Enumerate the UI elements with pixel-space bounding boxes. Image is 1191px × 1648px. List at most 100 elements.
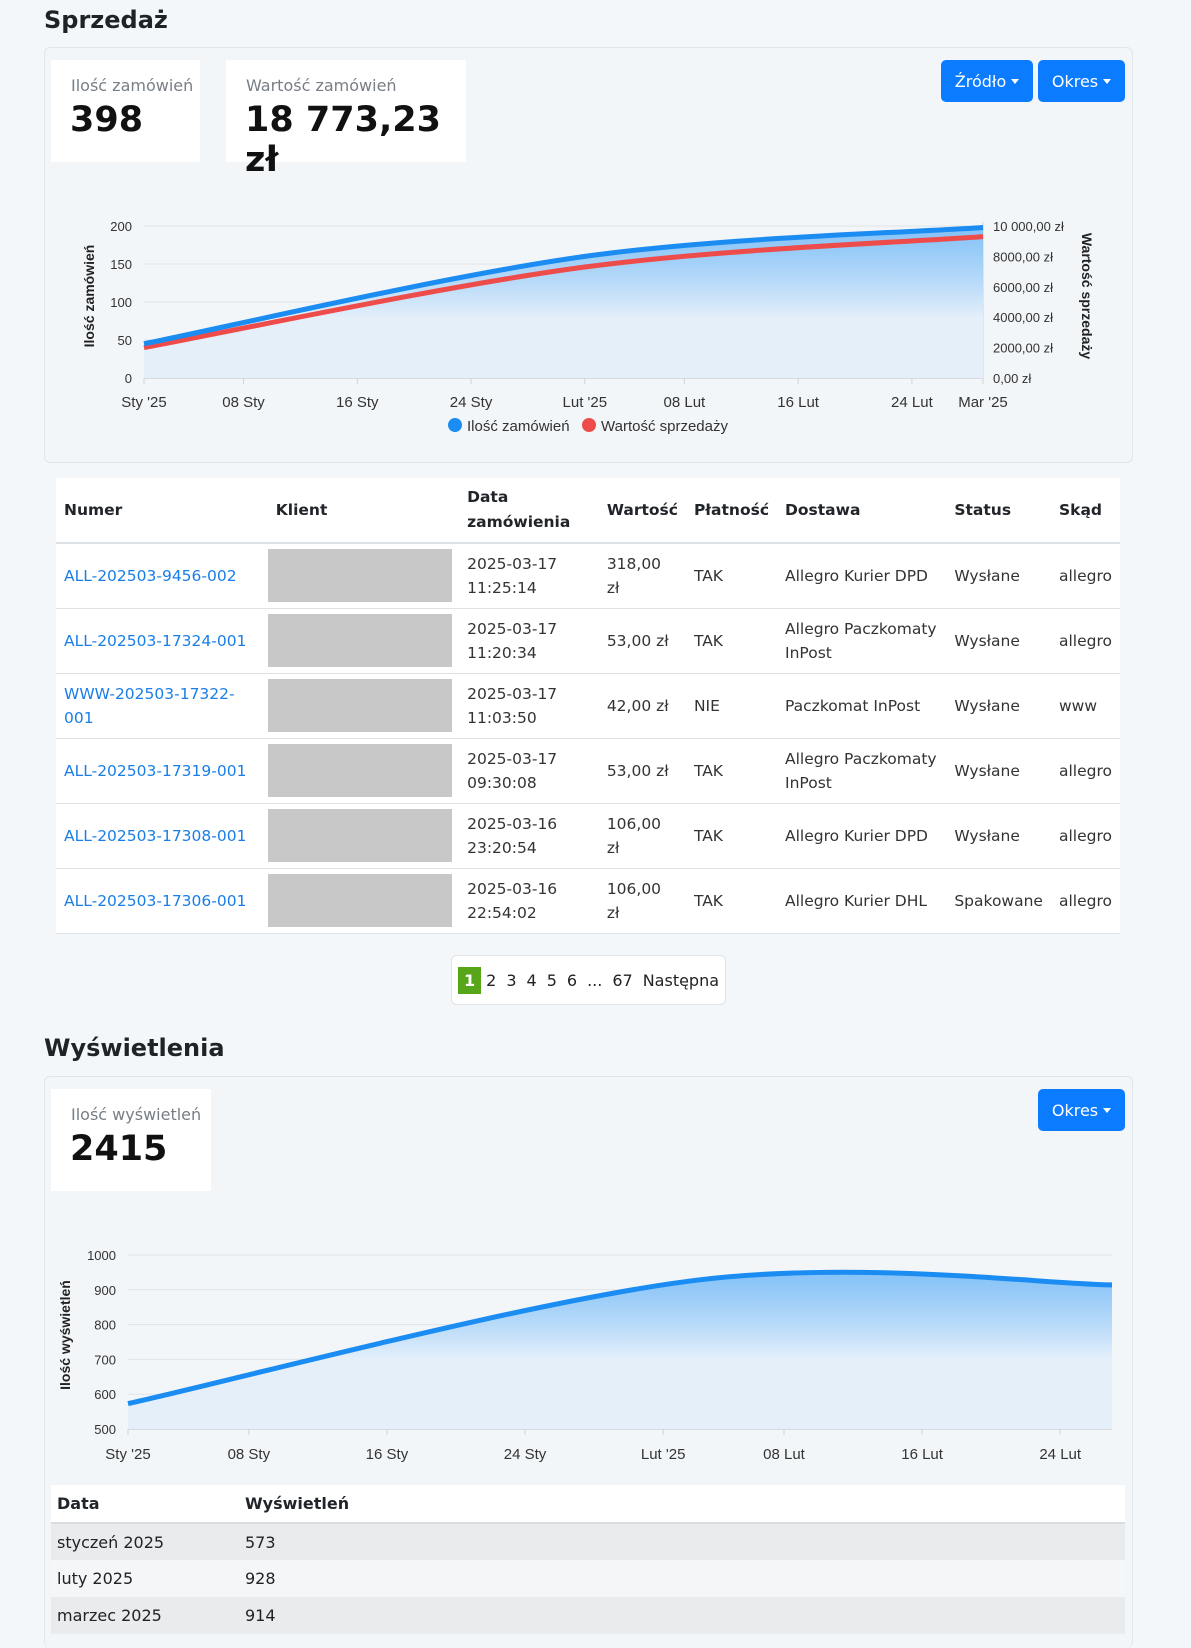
y-axis-title: Ilość zamówień (81, 245, 97, 348)
sales-period-dropdown-button[interactable]: Okres (1038, 60, 1125, 102)
source-dropdown-button[interactable]: Źródło (941, 60, 1033, 102)
table-row[interactable]: WWW-202503-17322-001 2025-03-17 11:03:50 42… (56, 673, 1120, 739)
y-tick-label: 150 (110, 257, 132, 272)
cell-data: 2025-03-16 23:20:54 (459, 803, 599, 869)
col-header-platnosc[interactable]: Płatność (685, 478, 778, 544)
order-number-link[interactable]: ALL-202503-17306-001 (64, 891, 247, 910)
views-count-value: 2415 (70, 1129, 168, 1169)
y-axis-title: Ilość wyświetleń (57, 1280, 73, 1390)
table-row[interactable]: ALL-202503-9456-002 2025-03-17 11:25:14 318… (56, 543, 1120, 609)
series-line-views (127, 1269, 1113, 1407)
order-number-link[interactable]: ALL-202503-17319-001 (64, 761, 247, 780)
client-redacted (267, 744, 452, 797)
legend-marker-orders (448, 418, 462, 432)
col-header-skad[interactable]: Skąd (1050, 478, 1120, 544)
cell-wartosc: 42,00 zł (598, 673, 686, 739)
x-tick-label: Sty '25 (121, 394, 166, 411)
page-link-2[interactable]: 2 (486, 970, 497, 990)
page-link-5[interactable]: 5 (546, 970, 557, 990)
pagination-ellipsis: ... (587, 970, 603, 990)
cell-status: Wysłane (946, 673, 1051, 739)
y-tick-label: 50 (118, 333, 132, 348)
y2-tick-label: 4000,00 zł (993, 310, 1053, 325)
col-header-numer[interactable]: Numer (56, 478, 268, 544)
legend-marker-sales (582, 418, 596, 432)
cell-numer: ALL-202503-17319-001 (56, 738, 268, 804)
client-redacted (267, 549, 452, 603)
sales-section-title: Sprzedaż (44, 6, 168, 34)
y2-tick-label: 2000,00 zł (993, 341, 1053, 356)
views-period-dropdown-button[interactable]: Okres (1038, 1089, 1125, 1131)
table-row[interactable]: ALL-202503-17308-001 2025-03-16 23:20:54 10… (56, 803, 1120, 869)
cell-wartosc: 106,00 zł (598, 803, 686, 869)
col-header-wartosc[interactable]: Wartość (598, 478, 686, 544)
y-tick-label: 900 (94, 1283, 116, 1298)
order-number-link[interactable]: ALL-202503-9456-002 (64, 566, 237, 585)
y2-tick-label: 0,00 zł (993, 371, 1031, 386)
series-line-sales (143, 234, 984, 351)
cell-numer: ALL-202503-17306-001 (56, 868, 268, 934)
views-cell-date: luty 2025 (51, 1560, 239, 1597)
x-tick-label: Lut '25 (563, 394, 608, 411)
caret-down-icon (1011, 78, 1020, 84)
order-time: 11:20:34 (467, 643, 537, 662)
legend-label-sales[interactable]: Wartość sprzedaży (601, 418, 728, 435)
cell-status: Wysłane (946, 543, 1051, 609)
y-tick-label: 500 (94, 1422, 116, 1437)
cell-klient (267, 738, 460, 804)
table-row[interactable]: ALL-202503-17319-001 2025-03-17 09:30:08 53… (56, 738, 1120, 804)
col-header-data[interactable]: Data zamówienia (459, 478, 599, 544)
col-header-klient[interactable]: Klient (267, 478, 460, 544)
y2-axis-title: Wartość sprzedaży (1079, 233, 1095, 360)
y-tick-label: 800 (94, 1318, 116, 1333)
page-link-67[interactable]: 67 (612, 970, 633, 990)
cell-dostawa: Allegro Kurier DPD (777, 803, 947, 869)
order-number-link[interactable]: ALL-202503-17308-001 (64, 826, 247, 845)
col-header-dostawa[interactable]: Dostawa (777, 478, 947, 544)
caret-down-icon (1103, 78, 1112, 84)
cell-status: Wysłane (946, 738, 1051, 804)
x-tick-label: Lut '25 (641, 1446, 686, 1463)
order-number-link[interactable]: WWW-202503-17322-001 (64, 684, 235, 727)
views-cell-date: marzec 2025 (51, 1597, 239, 1634)
order-number-link[interactable]: ALL-202503-17324-001 (64, 631, 247, 650)
page-link-4[interactable]: 4 (526, 970, 537, 990)
cell-platnosc: TAK (685, 543, 778, 609)
orders-value-card: Wartość zamówień 18 773,23 zł (226, 60, 466, 180)
page-link-6[interactable]: 6 (566, 970, 578, 990)
order-date: 2025-03-16 (467, 814, 558, 833)
source-button-label: Źródło (954, 71, 1007, 91)
views-col-header-data: Data (51, 1485, 239, 1524)
order-date: 2025-03-16 (467, 879, 558, 898)
cell-wartosc: 106,00 zł (598, 868, 686, 934)
x-tick-label: 08 Lut (664, 394, 707, 411)
cell-numer: ALL-202503-17324-001 (56, 608, 268, 674)
cell-data: 2025-03-17 09:30:08 (459, 738, 599, 804)
y-tick-label: 1000 (87, 1248, 116, 1263)
cell-klient (267, 543, 460, 609)
cell-numer: WWW-202503-17322-001 (56, 673, 268, 739)
page-link-1[interactable]: 1 (458, 966, 482, 994)
x-tick-label: 16 Lut (777, 394, 820, 411)
views-table-header: Data Wyświetleń (51, 1485, 1125, 1524)
x-tick-label: 08 Sty (222, 394, 265, 411)
order-date: 2025-03-17 (467, 554, 558, 573)
y-tick-label: 100 (110, 295, 132, 310)
page-link-3[interactable]: 3 (506, 970, 517, 990)
cell-status: Spakowane (946, 868, 1051, 934)
legend-label-orders[interactable]: Ilość zamówień (467, 418, 570, 435)
y-tick-label: 0 (125, 371, 132, 386)
next-page-link[interactable]: Następna (642, 970, 720, 990)
x-tick-label: Sty '25 (105, 1446, 150, 1463)
order-time: 11:25:14 (467, 578, 537, 597)
orders-table-header: Numer Klient Data zamówienia Wartość Pła… (56, 478, 1120, 544)
series-line-orders (143, 225, 984, 347)
views-section-title: Wyświetlenia (44, 1034, 225, 1062)
cell-klient (267, 803, 460, 869)
table-row[interactable]: ALL-202503-17306-001 2025-03-16 22:54:02 10… (56, 868, 1120, 934)
table-row[interactable]: ALL-202503-17324-001 2025-03-17 11:20:34 53… (56, 608, 1120, 674)
col-header-status[interactable]: Status (946, 478, 1051, 544)
cell-platnosc: TAK (685, 738, 778, 804)
views-period-button-label: Okres (1051, 1100, 1099, 1120)
